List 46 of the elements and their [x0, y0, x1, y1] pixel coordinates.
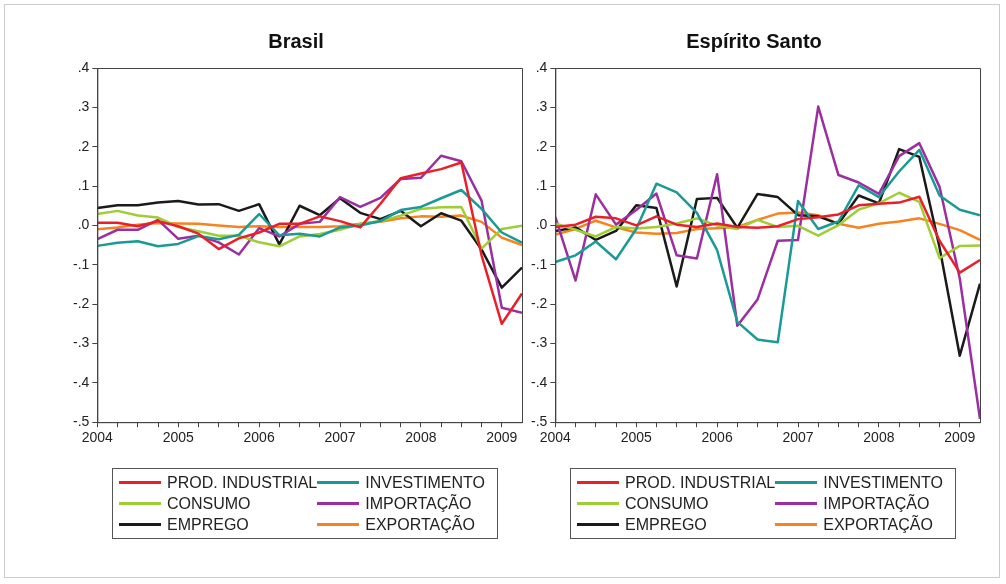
y-tick-label: .3 — [77, 98, 90, 115]
legend-label: CONSUMO — [167, 494, 251, 514]
y-tick-label: -.3 — [530, 334, 548, 351]
y-tick-label: .3 — [535, 98, 548, 115]
legend-label: PROD. INDUSTRIAL — [625, 473, 776, 493]
legend-label: EMPREGO — [167, 515, 249, 535]
y-tick-label: -.4 — [530, 373, 548, 390]
y-tick-label: .1 — [77, 176, 90, 193]
y-tick-label: -.3 — [72, 334, 90, 351]
legend-label: EXPORTAÇÃO — [823, 514, 933, 535]
legend-label: INVESTIMENTO — [823, 473, 943, 493]
x-tick-label: 2004 — [539, 429, 572, 446]
y-tick-label: -.1 — [530, 255, 548, 272]
legend-label: IMPORTAÇÃO — [823, 493, 930, 514]
x-tick-label: 2008 — [863, 429, 895, 446]
y-tick-label: .0 — [77, 216, 90, 233]
x-tick-label: 2009 — [944, 429, 976, 446]
x-tick-label: 2007 — [324, 429, 356, 446]
legend-label: PROD. INDUSTRIAL — [167, 473, 318, 493]
y-tick-label: .4 — [535, 58, 548, 75]
legend-label: CONSUMO — [625, 494, 709, 514]
y-tick-label: .0 — [535, 216, 548, 233]
x-tick-label: 2005 — [162, 429, 195, 446]
y-tick-label: .4 — [77, 58, 90, 75]
y-tick-label: -.2 — [530, 294, 548, 311]
x-tick-label: 2004 — [81, 429, 114, 446]
y-tick-label: -.5 — [530, 413, 548, 430]
y-tick-label: .2 — [535, 137, 548, 154]
chart-title: Brasil — [268, 29, 324, 52]
y-tick-label: -.1 — [72, 255, 90, 272]
x-tick-label: 2007 — [782, 429, 814, 446]
legend-label: EMPREGO — [625, 515, 707, 535]
y-tick-label: -.2 — [72, 294, 90, 311]
x-tick-label: 2009 — [486, 429, 518, 446]
legend-label: INVESTIMENTO — [365, 473, 485, 493]
y-tick-label: -.4 — [72, 373, 90, 390]
x-tick-label: 2006 — [243, 429, 275, 446]
legend-label: IMPORTAÇÃO — [365, 493, 472, 514]
x-tick-label: 2008 — [405, 429, 437, 446]
x-tick-label: 2005 — [620, 429, 653, 446]
y-tick-label: .2 — [77, 137, 90, 154]
legend-label: EXPORTAÇÃO — [365, 514, 475, 535]
y-tick-label: .1 — [535, 176, 548, 193]
x-tick-label: 2006 — [701, 429, 733, 446]
chart-title: Espírito Santo — [686, 29, 822, 52]
y-tick-label: -.5 — [72, 413, 90, 430]
